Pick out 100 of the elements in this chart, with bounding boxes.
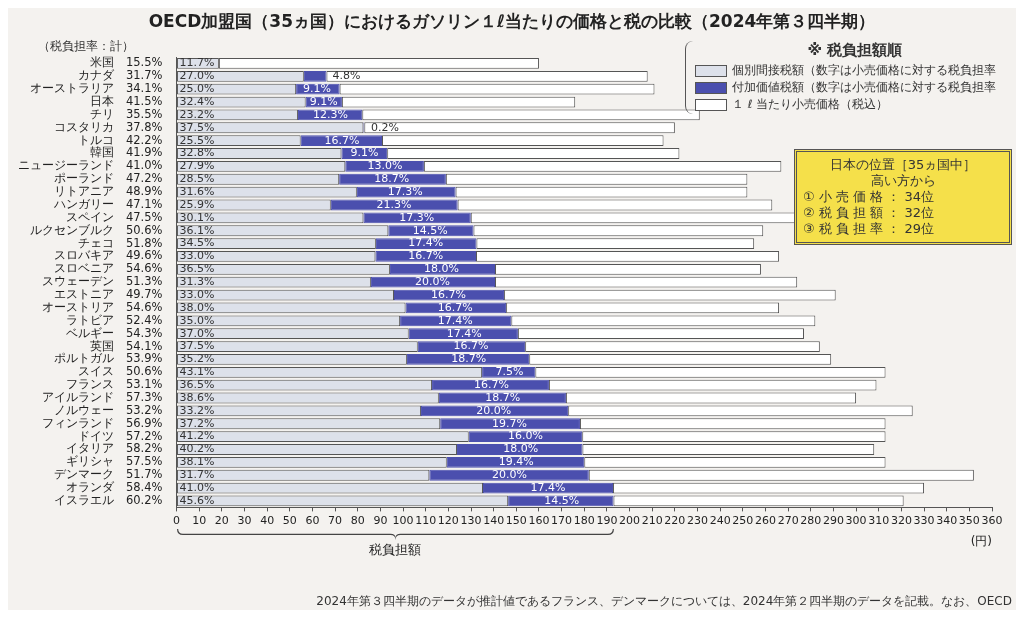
y-tick-label: リトアニア 48.9%	[53, 184, 163, 199]
y-tick-label: ベルギー 54.3%	[65, 325, 163, 340]
annotation: 19.4%	[498, 455, 534, 469]
chart-title: OECD加盟国（35ヵ国）におけるガソリン１ℓ当たりの価格と税の比較（2024年第３四半期）	[147, 10, 877, 33]
y-tick-label: イスラエル 60.2%	[53, 492, 163, 507]
annotation: 31.7%	[179, 468, 215, 482]
annotation: 18.0%	[503, 442, 539, 456]
y-tick-label: カナダ 31.7%	[77, 68, 163, 83]
annotation: 35.2%	[179, 352, 215, 366]
legend-label: 付加価値税額（数字は小売価格に対する税負担率	[732, 80, 996, 95]
x-axis-title: (円)	[970, 533, 992, 548]
x-tick-label: 230	[687, 513, 709, 527]
annotation: 18.0%	[424, 262, 460, 276]
y-tick-label: ルクセンブルク 50.6%	[29, 222, 163, 237]
x-tick-label: 0	[173, 513, 181, 527]
y-tick-label: ギリシャ 57.5%	[65, 454, 163, 469]
annotation: 41.0%	[179, 480, 215, 494]
annotation: 37.2%	[179, 416, 215, 430]
annotation: 16.7%	[437, 300, 473, 314]
annotation: 37.5%	[179, 339, 215, 353]
annotation: 0.2%	[370, 120, 399, 134]
x-tick-label: 350	[958, 513, 980, 527]
y-tick-label: 日本 41.5%	[89, 94, 163, 109]
annotation: 33.0%	[179, 249, 215, 263]
text: 税負担額	[368, 541, 422, 560]
annotation: 高い方から	[869, 173, 937, 189]
x-tick-label: 310	[868, 513, 890, 527]
annotation: 38.6%	[179, 390, 215, 404]
bar	[429, 469, 589, 481]
y-tick-label: スロベニア 54.6%	[53, 261, 163, 276]
annotation: 17.3%	[387, 184, 423, 198]
x-tick-label: 240	[709, 513, 731, 527]
x-tick-label: 90	[373, 513, 388, 527]
annotation: 32.4%	[179, 94, 215, 108]
y-tick-label: スペイン 47.5%	[65, 209, 163, 224]
x-tick-label: 100	[392, 513, 414, 527]
x-tick-label: 270	[777, 513, 799, 527]
y-tick-label: オーストラリア 34.1%	[29, 81, 163, 96]
annotation: 17.4%	[446, 326, 482, 340]
annotation: 35.0%	[179, 313, 215, 327]
annotation: 7.5%	[495, 365, 524, 379]
y-tick-label: 米国 15.5%	[89, 55, 163, 70]
annotation: 11.7%	[179, 56, 215, 70]
annotation: 36.5%	[179, 378, 215, 392]
x-tick-label: 120	[437, 513, 459, 527]
annotation: 20.0%	[492, 468, 527, 482]
bar	[440, 418, 580, 430]
x-tick-label: 70	[328, 513, 343, 527]
x-tick-label: 220	[664, 513, 686, 527]
y-tick-label: ニュージーランド 41.0%	[17, 158, 163, 173]
x-tick-label: 210	[641, 513, 663, 527]
x-tick-label: 140	[483, 513, 505, 527]
legend-label: 個別間接税額（数字は小売価格に対する税負担率	[732, 63, 996, 78]
annotation: 19.7%	[492, 416, 527, 430]
x-tick-label: 180	[573, 513, 595, 527]
y-tick-label: ノルウェー 53.2%	[53, 402, 163, 417]
annotation: 16.7%	[473, 378, 509, 392]
y-tick-label: 韓国 41.9%	[89, 145, 163, 160]
y-tick-label: コスタリカ 37.8%	[53, 119, 163, 134]
bar	[446, 456, 585, 468]
y-tick-label: フィンランド 56.9%	[41, 415, 163, 430]
x-tick-label: 50	[282, 513, 297, 527]
annotation: 37.5%	[179, 120, 215, 134]
x-tick-label: 320	[890, 513, 912, 527]
annotation: 17.4%	[408, 236, 444, 250]
annotation: 38.0%	[179, 300, 215, 314]
annotation: ② 税 負 担 額 ： 32位	[803, 205, 935, 221]
annotation: 17.4%	[530, 480, 566, 494]
y-tick-label: デンマーク 51.7%	[53, 467, 163, 482]
annotation: 16.7%	[408, 249, 444, 263]
annotation: 27.0%	[179, 69, 215, 83]
legend-title: ※ 税負担額順	[806, 41, 904, 60]
annotation: 31.3%	[179, 275, 215, 289]
annotation: 4.8%	[332, 69, 361, 83]
annotation: 日本の位置［35ヵ国中］	[828, 157, 978, 173]
text: 2024年第３四半期のデータが推計値であるフランス、デンマークについては、2024年第２四半期のデータを記載。なお、OECD	[315, 593, 1013, 610]
y-tick-label: スイス 50.6%	[77, 364, 163, 379]
annotation: 36.5%	[179, 262, 215, 276]
annotation: 13.0%	[367, 159, 403, 173]
y-tick-label: スウェーデン 51.3%	[41, 274, 163, 289]
y-tick-label: エストニア 49.7%	[53, 287, 163, 302]
annotation: 34.5%	[179, 236, 215, 250]
annotation: 9.1%	[309, 94, 338, 108]
y-tick-label: チリ 35.5%	[89, 106, 163, 121]
annotation: ① 小 売 価 格 ： 34位	[803, 189, 935, 205]
annotation: 9.1%	[350, 146, 379, 160]
y-tick-label: 英国 54.1%	[89, 338, 163, 353]
x-tick-label: 130	[460, 513, 482, 527]
x-tick-label: 340	[936, 513, 958, 527]
annotation: 36.1%	[179, 223, 215, 237]
text: （税負担率：計）	[38, 39, 134, 54]
annotation: 17.3%	[399, 210, 435, 224]
bar	[406, 354, 530, 365]
annotation: 40.2%	[179, 442, 215, 456]
x-tick-label: 20	[214, 513, 229, 527]
annotation: 38.1%	[179, 455, 215, 469]
bar	[303, 70, 327, 82]
annotation: 28.5%	[179, 172, 215, 186]
y-tick-label: オーストリア 54.6%	[41, 299, 163, 314]
annotation: 14.5%	[544, 493, 580, 507]
